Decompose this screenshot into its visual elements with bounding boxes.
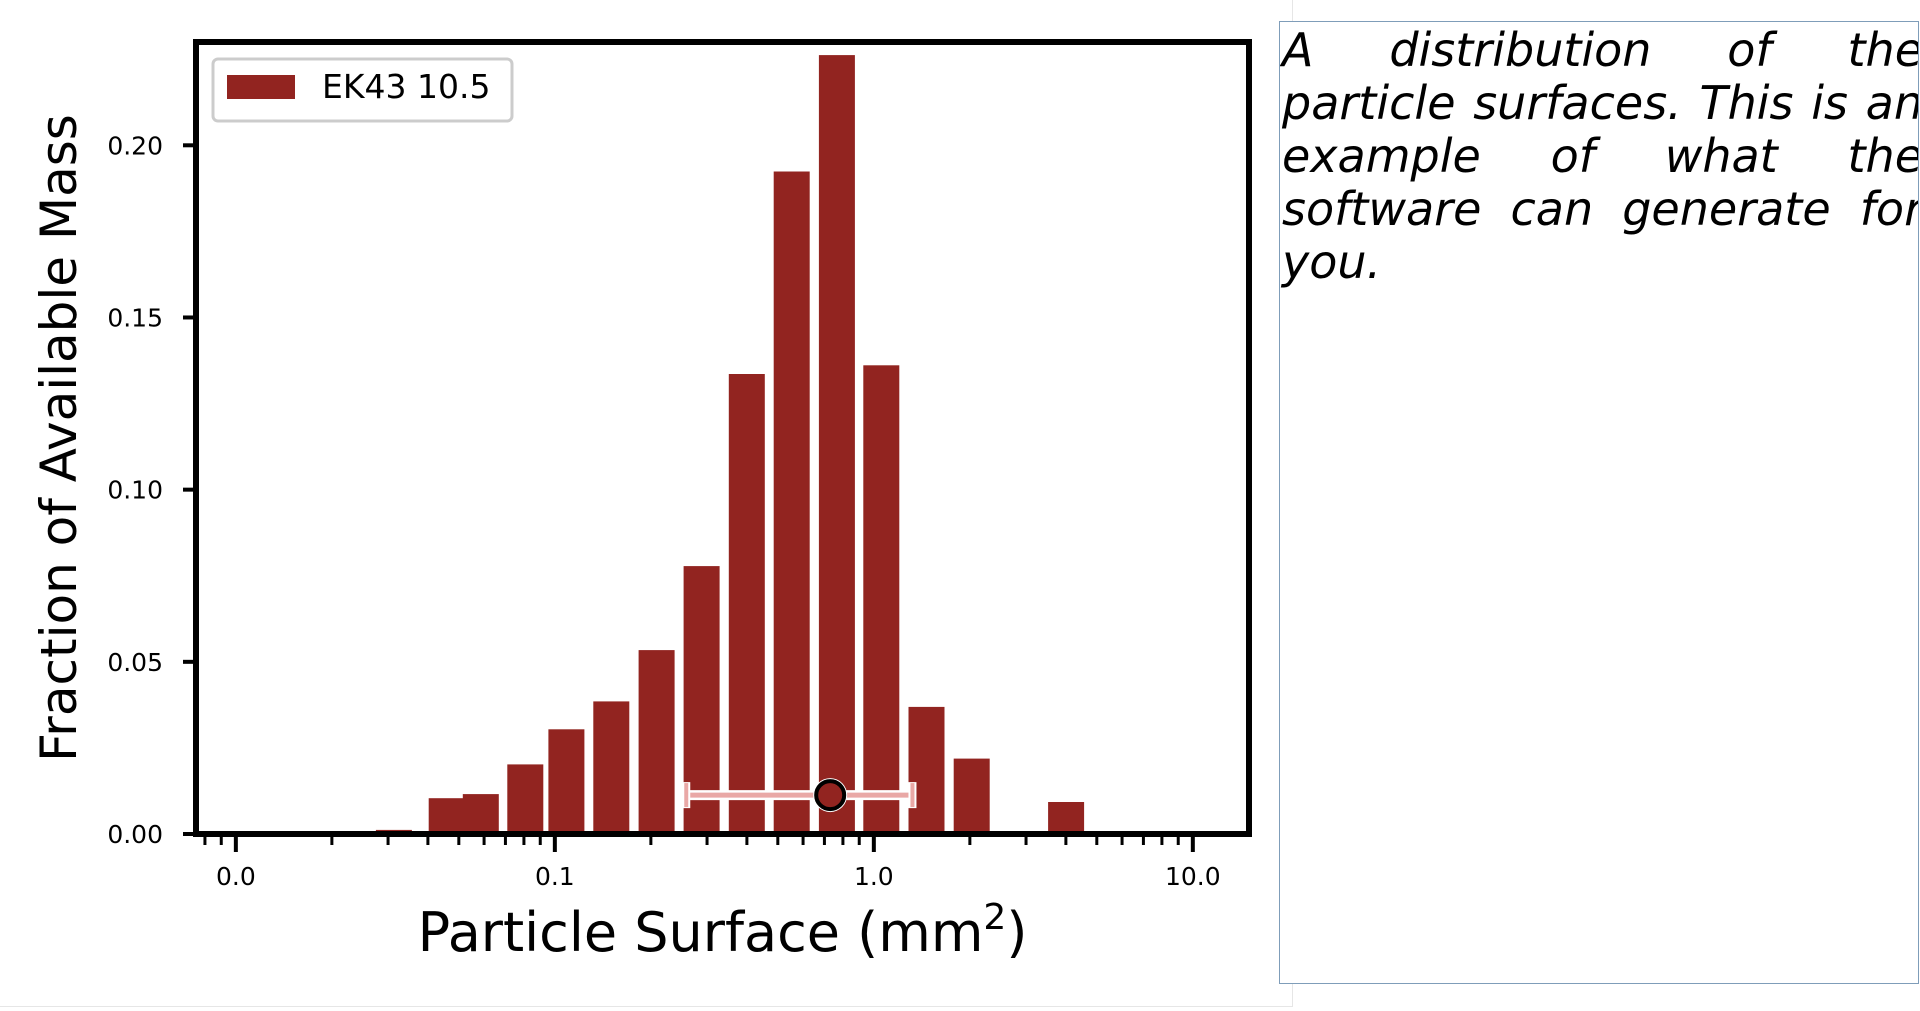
bar	[818, 55, 855, 835]
x-axis-label-suffix: )	[1006, 901, 1027, 964]
y-tick-label: 0.15	[107, 303, 163, 332]
y-tick-label: 0.20	[107, 131, 163, 160]
y-axis-ticks: 0.00 0.05 0.10 0.15 0.20	[107, 131, 196, 849]
x-tick-label: 10.0	[1165, 862, 1221, 891]
x-axis-label-text: Particle Surface (mm	[418, 901, 984, 964]
bar	[548, 729, 585, 834]
x-tick-label: 0.0	[216, 862, 256, 891]
bar	[1048, 802, 1085, 834]
chart-panel: 0.00 0.05 0.10 0.15 0.20 0.0 0.1 1.0 10.0 Fract…	[0, 0, 1293, 1007]
bar	[728, 374, 765, 834]
particle-surface-chart: 0.00 0.05 0.10 0.15 0.20 0.0 0.1 1.0 10.0 Fract…	[30, 39, 1252, 964]
x-tick-label: 1.0	[854, 862, 894, 891]
caption-text: A distribution of the particle surfaces.…	[1282, 23, 1919, 289]
summary-point	[814, 779, 847, 812]
x-axis-label: Particle Surface (mm2)	[418, 897, 1028, 964]
bar	[863, 365, 900, 834]
legend-label: EK43 10.5	[322, 67, 490, 106]
bar	[953, 758, 990, 834]
plot-frame	[193, 39, 1252, 837]
y-tick-label: 0.00	[107, 820, 163, 849]
x-axis-ticks: 0.0 0.1 1.0 10.0	[203, 834, 1221, 891]
bar	[428, 798, 465, 834]
legend-swatch	[227, 75, 295, 99]
bar	[462, 794, 499, 834]
bar	[507, 764, 544, 834]
bars-layer	[375, 55, 1085, 835]
x-axis-label-superscript: 2	[983, 897, 1006, 938]
x-tick-label: 0.1	[535, 862, 575, 891]
legend-box	[211, 57, 514, 123]
bar	[773, 171, 810, 834]
y-tick-label: 0.05	[107, 648, 163, 677]
legend: EK43 10.5	[211, 57, 514, 123]
y-tick-label: 0.10	[107, 476, 163, 505]
bar	[638, 650, 675, 834]
bar	[908, 706, 945, 834]
caption-text-box[interactable]: A distribution of the particle surfaces.…	[1279, 21, 1919, 984]
y-axis-label: Fraction of Available Mass	[30, 114, 88, 762]
bar	[593, 701, 630, 834]
summary-marker	[682, 778, 917, 813]
